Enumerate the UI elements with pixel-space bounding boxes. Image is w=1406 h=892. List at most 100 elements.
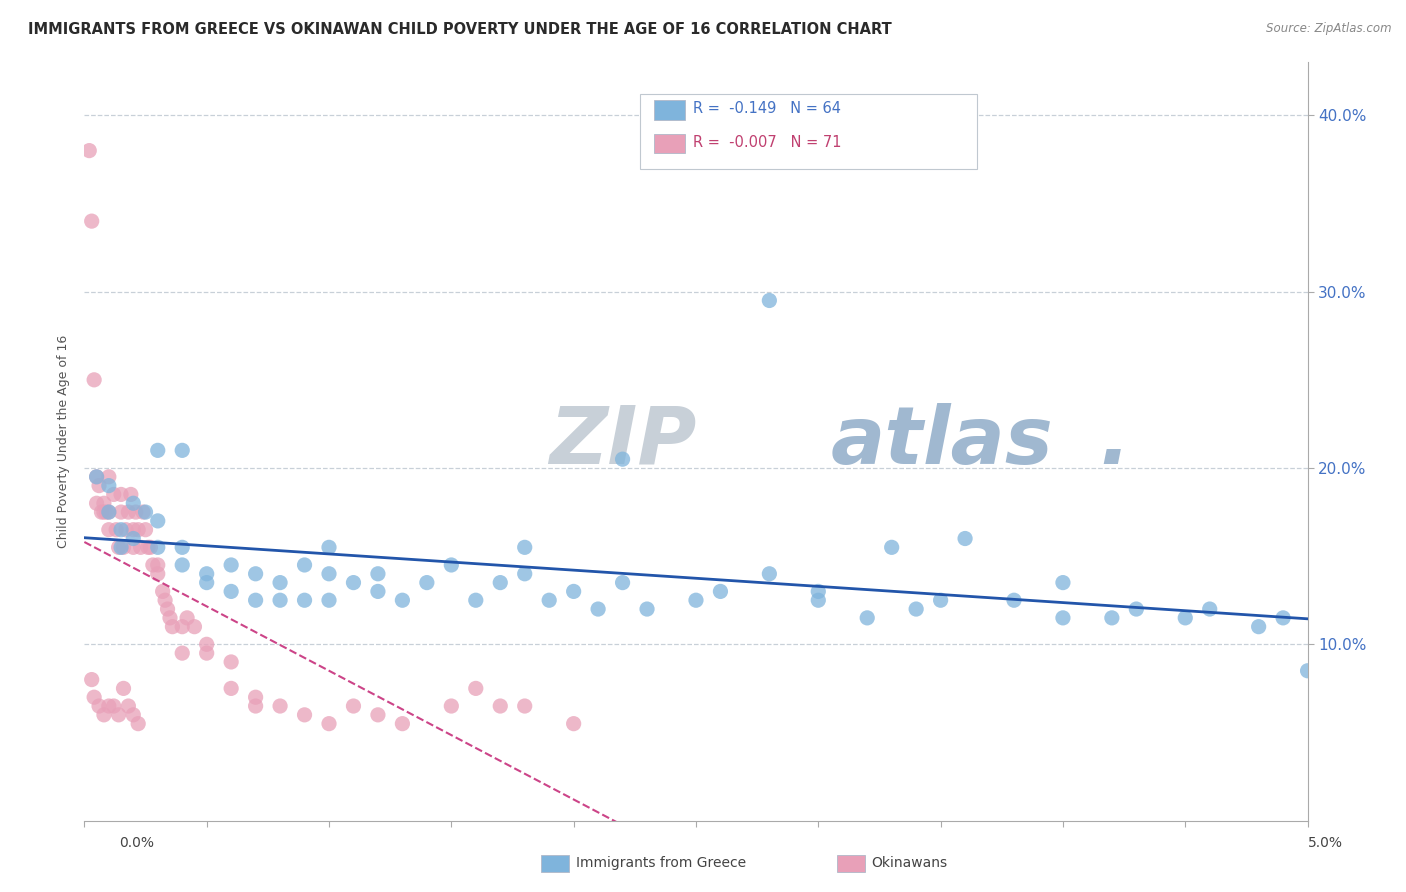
Point [139, 541, 162, 555]
Point [416, 575, 439, 590]
Point [83, 373, 105, 387]
Point [172, 541, 194, 555]
Point [172, 646, 194, 660]
Point [97, 478, 120, 492]
Point [127, 716, 149, 731]
Point [219, 681, 242, 696]
Text: 0.0%: 0.0% [120, 836, 155, 850]
Point [183, 620, 205, 634]
Point [146, 558, 169, 572]
Point [176, 611, 198, 625]
Point [146, 514, 169, 528]
Point [440, 699, 463, 714]
Point [96, 505, 118, 519]
Point [115, 523, 138, 537]
Point [146, 443, 169, 458]
Point [80, 673, 103, 687]
Point [122, 532, 145, 546]
Point [342, 575, 364, 590]
Point [269, 575, 291, 590]
Point [107, 541, 129, 555]
Point [110, 487, 132, 501]
Point [93, 707, 115, 722]
Point [1174, 611, 1197, 625]
Text: atlas: atlas [831, 402, 1053, 481]
Point [1052, 611, 1074, 625]
Point [136, 541, 159, 555]
Point [538, 593, 561, 607]
Point [97, 505, 120, 519]
Point [685, 593, 707, 607]
Point [80, 214, 103, 228]
Point [135, 523, 157, 537]
Point [97, 505, 120, 519]
Text: R =  -0.149   N = 64: R = -0.149 N = 64 [693, 102, 841, 116]
Point [146, 541, 169, 555]
Point [122, 541, 145, 555]
Point [636, 602, 658, 616]
Point [245, 699, 267, 714]
Point [807, 584, 830, 599]
Point [172, 620, 194, 634]
Point [440, 558, 463, 572]
Point [195, 575, 218, 590]
Point [90, 505, 112, 519]
Text: R =  -0.007   N = 71: R = -0.007 N = 71 [693, 136, 842, 150]
Point [110, 541, 132, 555]
Point [294, 593, 316, 607]
Text: .: . [1099, 402, 1130, 481]
Point [110, 523, 132, 537]
Point [125, 505, 148, 519]
Point [83, 690, 105, 705]
Text: ZIP: ZIP [550, 402, 696, 481]
Point [159, 611, 181, 625]
Point [195, 566, 218, 581]
Point [905, 602, 928, 616]
Point [1101, 611, 1123, 625]
Point [294, 558, 316, 572]
Point [318, 716, 340, 731]
Point [562, 716, 585, 731]
Point [1198, 602, 1220, 616]
Point [105, 523, 128, 537]
Point [153, 593, 176, 607]
Point [367, 584, 389, 599]
Point [97, 523, 120, 537]
Point [172, 443, 194, 458]
Point [513, 566, 536, 581]
Point [1002, 593, 1025, 607]
Point [103, 487, 125, 501]
Point [132, 505, 155, 519]
Point [112, 541, 135, 555]
Point [318, 541, 340, 555]
Text: Immigrants from Greece: Immigrants from Greece [576, 855, 747, 870]
Point [86, 470, 108, 484]
Point [1296, 664, 1319, 678]
Point [245, 593, 267, 607]
Point [103, 699, 125, 714]
Point [172, 558, 194, 572]
Text: Source: ZipAtlas.com: Source: ZipAtlas.com [1267, 22, 1392, 36]
Point [367, 566, 389, 581]
Point [953, 532, 976, 546]
Point [342, 699, 364, 714]
Point [391, 716, 413, 731]
Point [117, 505, 139, 519]
Point [464, 593, 486, 607]
Point [122, 523, 145, 537]
Point [219, 655, 242, 669]
Point [97, 699, 120, 714]
Text: Okinawans: Okinawans [872, 855, 948, 870]
Point [97, 470, 120, 484]
Point [513, 541, 536, 555]
Point [758, 566, 780, 581]
Point [77, 144, 100, 158]
Point [562, 584, 585, 599]
Point [391, 593, 413, 607]
Point [162, 620, 184, 634]
Y-axis label: Child Poverty Under the Age of 16: Child Poverty Under the Age of 16 [58, 334, 70, 549]
Point [1272, 611, 1295, 625]
Point [612, 452, 634, 467]
Point [117, 699, 139, 714]
Point [586, 602, 609, 616]
